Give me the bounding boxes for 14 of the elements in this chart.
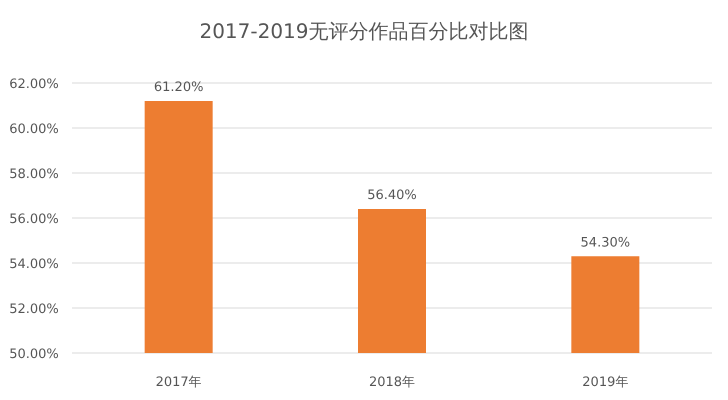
data-label: 56.40% [367,188,417,203]
x-tick-label: 2019年 [582,375,628,390]
x-tick-label: 2017年 [156,375,202,390]
data-label: 54.30% [580,235,630,250]
y-tick-label: 62.00% [9,77,59,92]
y-tick-label: 50.00% [9,347,59,362]
data-label: 61.20% [154,80,204,95]
x-tick-label: 2018年 [368,375,416,390]
y-tick-label: 56.00% [9,212,59,227]
chart-title: 2017-2019无评分作品百分比对比图 [199,19,529,43]
y-tick-label: 52.00% [9,302,59,317]
y-tick-label: 54.00% [9,257,59,272]
y-tick-label: 58.00% [9,167,59,182]
y-tick-label: 60.00% [9,122,59,137]
